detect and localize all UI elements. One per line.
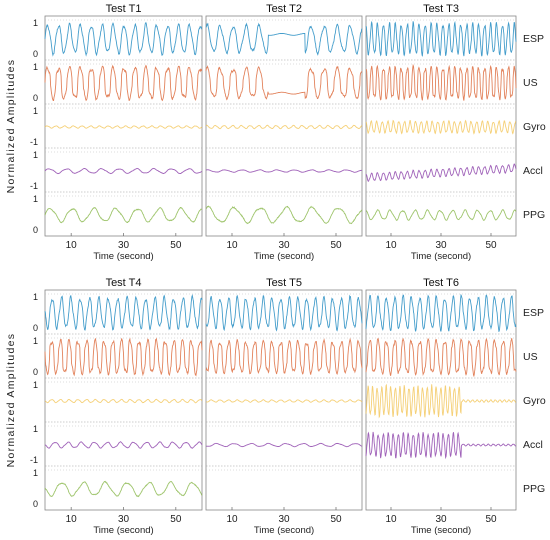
panel-title: Test T3 (423, 3, 459, 15)
x-tick-label: 10 (226, 240, 238, 251)
x-tick-label: 50 (330, 240, 342, 251)
series-line-esp (44, 293, 203, 331)
y-tick-label: 0 (33, 93, 38, 103)
panel-frame (365, 289, 517, 511)
signal-label-us: US (523, 77, 538, 89)
series-line-gyro (44, 125, 203, 129)
y-tick-label: 1 (33, 468, 38, 478)
series-line-accl (365, 163, 517, 182)
series-line-ppg (44, 206, 203, 224)
series-line-gyro (44, 398, 203, 404)
y-tick-label: 1 (33, 62, 38, 72)
y-tick-label: 0 (33, 49, 38, 59)
series-line-us (44, 337, 203, 377)
y-tick-label: 1 (33, 336, 38, 346)
signal-label-gyro: Gyro (523, 121, 546, 133)
x-axis-label: Time (second) (411, 525, 471, 536)
y-tick-label: -1 (30, 137, 38, 147)
y-axis-label: Normalized Amplitudes (5, 333, 17, 468)
x-tick-label: 30 (435, 514, 447, 525)
series-line-ppg (44, 480, 203, 498)
y-tick-label: 1 (33, 424, 38, 434)
y-tick-label: 1 (33, 106, 38, 116)
x-tick-label: 30 (435, 240, 447, 251)
series-line-esp (365, 293, 517, 333)
y-tick-label: 1 (33, 18, 38, 28)
signal-label-esp: ESP (523, 33, 544, 45)
series-line-ppg (365, 209, 517, 221)
x-axis-label: Time (second) (254, 525, 314, 536)
series-line-accl (44, 441, 203, 449)
series-line-us (205, 65, 363, 101)
panel-test-t2: Test T2 10 30 50 Time (second) (205, 3, 363, 262)
x-tick-label: 30 (118, 514, 130, 525)
x-tick-label: 30 (278, 514, 290, 525)
x-tick-label: 10 (226, 514, 238, 525)
x-tick-label: 50 (170, 240, 182, 251)
series-line-us (205, 337, 363, 375)
series-line-gyro (365, 119, 517, 135)
x-axis-label: Time (second) (254, 251, 314, 262)
panel-title: Test T2 (266, 3, 302, 15)
panel-test-t5: Test T5 10 30 50 Time (second) (205, 277, 363, 536)
x-tick-label: 50 (485, 240, 497, 251)
panel-test-t3: Test T3 10 30 50 Time (second) (365, 3, 517, 262)
x-axis-label: Time (second) (411, 251, 471, 262)
series-line-us (44, 64, 203, 102)
panel-title: Test T1 (106, 3, 142, 15)
panel-title: Test T6 (423, 277, 459, 289)
series-line-accl (205, 169, 363, 173)
y-tick-label: 0 (33, 323, 38, 333)
x-tick-label: 50 (485, 514, 497, 525)
series-line-esp (205, 294, 363, 332)
signal-label-ppg: PPG (523, 483, 545, 495)
y-tick-label: 1 (33, 194, 38, 204)
panel-test-t6: Test T6 10 30 50 Time (second) (365, 277, 517, 536)
x-tick-label: 10 (66, 514, 78, 525)
panel-title: Test T4 (106, 277, 142, 289)
y-tick-label: 1 (33, 292, 38, 302)
series-line-esp (44, 21, 203, 57)
series-line-ppg (205, 205, 363, 225)
series-line-accl (206, 442, 363, 448)
x-tick-label: 10 (66, 240, 78, 251)
series-line-gyro (365, 383, 517, 419)
series-line-accl (44, 167, 203, 175)
y-tick-label: 0 (33, 499, 38, 509)
signal-label-accl: Accl (523, 165, 543, 177)
series-line-gyro (206, 399, 363, 403)
series-line-us (365, 63, 517, 101)
signal-label-esp: ESP (523, 307, 544, 319)
x-tick-label: 10 (385, 240, 397, 251)
x-tick-label: 50 (330, 514, 342, 525)
series-line-gyro (205, 124, 363, 130)
series-line-esp (365, 20, 517, 57)
signal-label-gyro: Gyro (523, 395, 546, 407)
series-line-esp (205, 22, 363, 56)
y-axis-label: Normalized Amplitudes (5, 59, 17, 194)
y-tick-label: 0 (33, 367, 38, 377)
y-tick-label: 1 (33, 150, 38, 160)
signal-label-accl: Accl (523, 439, 543, 451)
y-tick-label: -1 (30, 455, 38, 465)
x-axis-label: Time (second) (93, 251, 153, 262)
signal-label-ppg: PPG (523, 209, 545, 221)
panel-title: Test T5 (266, 277, 302, 289)
y-tick-label: 0 (33, 225, 38, 235)
y-tick-label: 1 (33, 380, 38, 390)
x-tick-label: 30 (278, 240, 290, 251)
x-tick-label: 10 (385, 514, 397, 525)
signal-label-us: US (523, 351, 538, 363)
x-tick-label: 50 (170, 514, 182, 525)
x-axis-label: Time (second) (93, 525, 153, 536)
series-line-accl (365, 431, 517, 460)
series-line-us (365, 337, 517, 378)
y-tick-label: -1 (30, 181, 38, 191)
x-tick-label: 30 (118, 240, 130, 251)
